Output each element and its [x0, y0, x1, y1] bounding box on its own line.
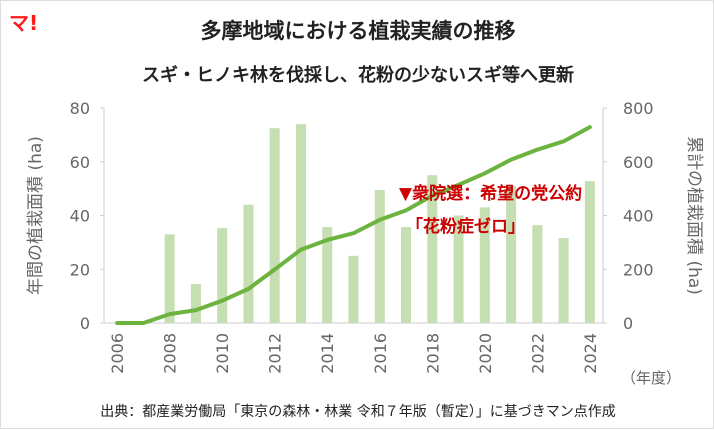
x-tick-label: 2020: [476, 333, 495, 374]
left-tick-label: 60: [70, 153, 90, 172]
bar-2023: [559, 238, 569, 323]
left-axis-label: 年間の植栽面積 (ha): [26, 136, 46, 295]
bar-2024: [585, 181, 595, 323]
left-tick-label: 40: [70, 207, 90, 226]
bar-2013: [296, 124, 306, 323]
bar-2016: [375, 190, 385, 323]
right-axis-label: 累計の植栽面積 (ha): [684, 136, 704, 295]
bar-2011: [243, 205, 253, 323]
left-tick-label: 20: [70, 260, 90, 279]
right-tick-label: 600: [623, 153, 654, 172]
left-tick-label: 0: [80, 314, 90, 333]
x-tick-label: 2008: [161, 333, 180, 374]
bar-2021: [506, 186, 516, 323]
x-tick-label: 2024: [581, 333, 600, 374]
right-tick-label: 800: [623, 99, 654, 118]
bar-2015: [349, 256, 359, 323]
bar-2009: [191, 284, 201, 323]
annotation-line1: ▼衆院選：希望の党公約: [399, 179, 582, 204]
bar-2017: [401, 227, 411, 323]
source-note: 出典：都産業労働局「東京の森林・林業 令和７年版（暫定）」に基づきマン点作成: [1, 401, 714, 421]
bar-2022: [532, 225, 542, 323]
bar-2012: [270, 128, 280, 323]
bar-2008: [165, 234, 175, 323]
right-tick-label: 200: [623, 260, 654, 279]
x-tick-label: 2016: [371, 333, 390, 374]
x-tick-label: 2022: [528, 333, 547, 374]
x-tick-label: 2012: [266, 333, 285, 374]
x-tick-label: 2010: [213, 333, 232, 374]
left-tick-label: 80: [70, 99, 90, 118]
right-tick-label: 400: [623, 207, 654, 226]
right-tick-label: 0: [623, 314, 633, 333]
x-axis-unit: （年度）: [621, 367, 681, 388]
bar-2010: [217, 228, 227, 323]
annotation-line2: 「花粉症ゼロ」: [406, 212, 525, 237]
x-tick-label: 2006: [108, 333, 127, 374]
x-tick-label: 2014: [318, 333, 337, 374]
x-tick-label: 2018: [423, 333, 442, 374]
